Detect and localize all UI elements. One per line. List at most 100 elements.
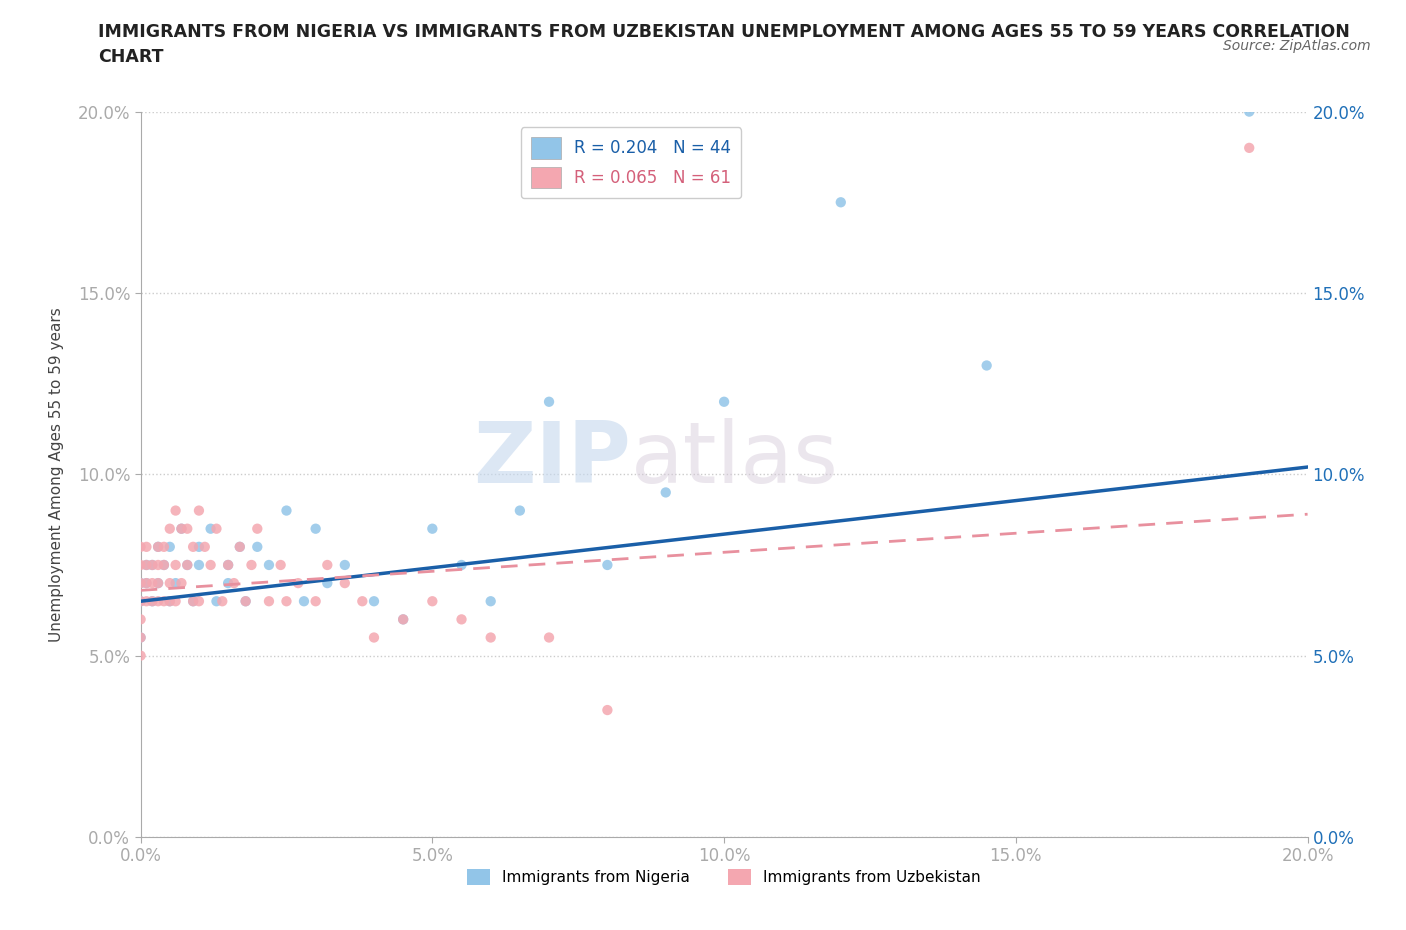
Point (176, 558, 198, 573)
Point (146, 576, 169, 591)
Point (159, 594, 181, 609)
Point (135, 558, 157, 573)
Point (129, 631, 152, 645)
Point (200, 558, 222, 573)
Point (538, 631, 561, 645)
Point (1239, 140, 1261, 155)
Point (240, 558, 263, 573)
Point (165, 503, 187, 518)
Point (188, 558, 211, 573)
Point (194, 539, 217, 554)
Point (176, 521, 198, 536)
Point (305, 521, 328, 536)
Text: IMMIGRANTS FROM NIGERIA VS IMMIGRANTS FROM UZBEKISTAN UNEMPLOYMENT AMONG AGES 55: IMMIGRANTS FROM NIGERIA VS IMMIGRANTS FR… (98, 23, 1350, 41)
Point (363, 594, 385, 609)
Point (246, 521, 269, 536)
Point (1239, 104, 1261, 119)
Point (229, 539, 252, 554)
Point (129, 594, 152, 609)
Point (165, 576, 187, 591)
Point (392, 612, 415, 627)
Point (188, 503, 211, 518)
Point (276, 594, 298, 609)
Point (235, 594, 257, 609)
Point (830, 195, 852, 210)
Point (129, 612, 152, 627)
Point (135, 576, 157, 591)
Legend: Immigrants from Nigeria, Immigrants from Uzbekistan: Immigrants from Nigeria, Immigrants from… (461, 863, 987, 891)
Point (976, 358, 998, 373)
Point (153, 558, 176, 573)
Point (129, 576, 152, 591)
Point (181, 594, 204, 609)
Point (129, 576, 152, 591)
Point (363, 631, 385, 645)
Point (422, 594, 444, 609)
Point (153, 594, 176, 609)
Point (188, 594, 211, 609)
Point (129, 631, 152, 645)
Text: Source: ZipAtlas.com: Source: ZipAtlas.com (1223, 39, 1371, 53)
Point (153, 558, 176, 573)
Point (205, 594, 228, 609)
Point (479, 594, 502, 609)
Point (229, 539, 252, 554)
Point (222, 576, 245, 591)
Point (165, 558, 187, 573)
Point (146, 539, 169, 554)
Point (129, 594, 152, 609)
Text: ZIP: ZIP (472, 418, 631, 501)
Point (170, 521, 193, 536)
Point (509, 503, 531, 518)
Point (316, 558, 339, 573)
Point (450, 612, 472, 627)
Text: CHART: CHART (98, 48, 165, 66)
Point (292, 594, 315, 609)
Point (159, 539, 181, 554)
Point (205, 521, 228, 536)
Point (141, 558, 163, 573)
Point (333, 558, 356, 573)
Point (392, 612, 415, 627)
Point (287, 576, 309, 591)
Point (153, 539, 176, 554)
Point (129, 648, 152, 663)
Point (141, 594, 163, 609)
Point (146, 558, 169, 573)
Point (257, 558, 280, 573)
Point (270, 558, 292, 573)
Point (316, 576, 339, 591)
Point (141, 558, 163, 573)
Point (713, 394, 735, 409)
Point (246, 539, 269, 554)
Point (135, 539, 157, 554)
Point (146, 576, 169, 591)
Point (235, 594, 257, 609)
Point (211, 594, 233, 609)
Point (422, 521, 444, 536)
Point (141, 594, 163, 609)
Point (479, 631, 502, 645)
Point (305, 594, 328, 609)
Point (181, 539, 204, 554)
Point (276, 503, 298, 518)
Point (200, 521, 222, 536)
Point (135, 594, 157, 609)
Point (159, 576, 181, 591)
Point (146, 539, 169, 554)
Point (538, 394, 561, 409)
Point (352, 594, 374, 609)
Point (135, 576, 157, 591)
Point (217, 576, 239, 591)
Point (129, 558, 152, 573)
Point (450, 558, 472, 573)
Point (146, 594, 169, 609)
Point (176, 558, 198, 573)
Point (181, 594, 204, 609)
Point (596, 703, 619, 718)
Point (257, 594, 280, 609)
Point (333, 576, 356, 591)
Point (165, 594, 187, 609)
Point (159, 594, 181, 609)
Text: atlas: atlas (631, 418, 839, 501)
